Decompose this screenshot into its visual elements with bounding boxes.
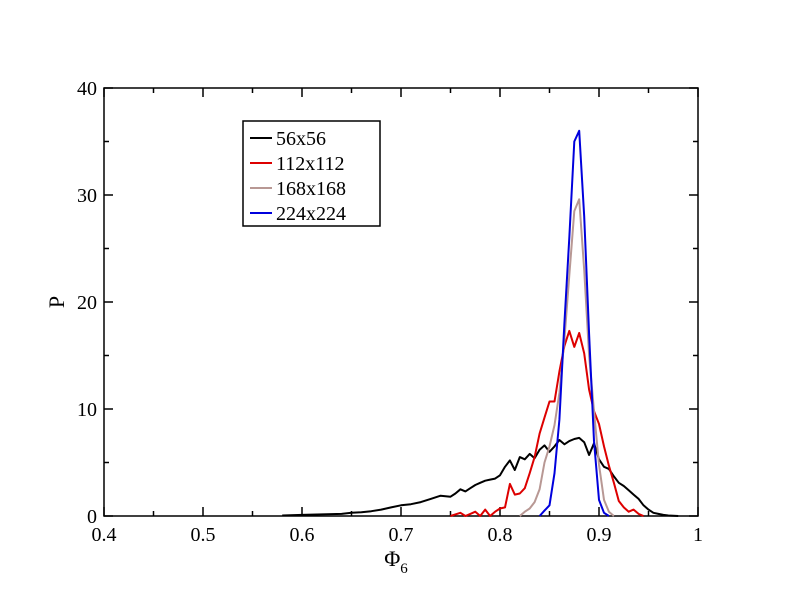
series-line-56x56 (282, 436, 679, 517)
x-tick-label: 1 (693, 524, 703, 546)
x-axis-label-subscript: 6 (400, 561, 408, 577)
x-tick-label: 0.4 (92, 524, 117, 546)
y-tick-label: 0 (87, 506, 97, 528)
x-axis-label-main: Φ (384, 546, 400, 571)
legend: 56x56 112x112 168x168 224x224 (242, 120, 381, 227)
y-tick-label: 20 (77, 292, 97, 314)
legend-label: 224x224 (276, 203, 346, 225)
x-axis-label: Φ6 (384, 546, 408, 577)
series-line-112x112 (450, 329, 644, 517)
x-tick-label: 0.8 (488, 524, 513, 546)
series-line-224x224 (538, 129, 610, 517)
x-tick-label: 0.5 (191, 524, 216, 546)
x-tick-label: 0.6 (290, 524, 315, 546)
y-axis-label: P (44, 296, 69, 308)
x-tick-label: 0.9 (587, 524, 612, 546)
y-tick-label: 10 (77, 399, 97, 421)
y-tick-label: 40 (77, 78, 97, 100)
x-tick-label: 0.7 (389, 524, 414, 546)
legend-label: 168x168 (276, 178, 346, 200)
series-line-168x168 (519, 198, 615, 517)
legend-label: 112x112 (276, 153, 345, 175)
y-tick-label: 30 (77, 185, 97, 207)
plot-frame (103, 87, 699, 517)
legend-label: 56x56 (276, 128, 326, 150)
